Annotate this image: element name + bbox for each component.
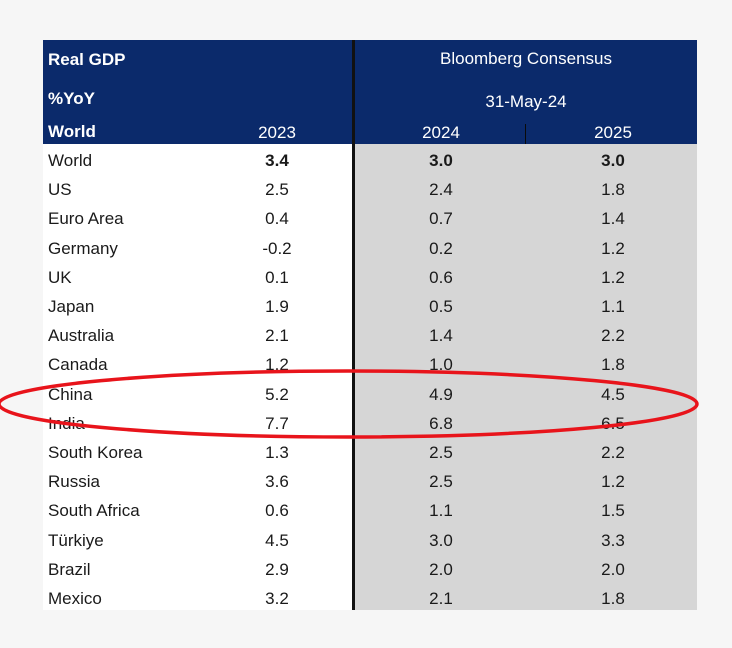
table-row: UK 0.1 0.6 1.2 bbox=[43, 263, 697, 292]
header-column-divider bbox=[525, 124, 526, 144]
row-value-2024: 2.5 bbox=[429, 472, 453, 492]
row-country: UK bbox=[48, 267, 72, 287]
row-value-2023: 1.3 bbox=[265, 443, 289, 462]
row-value-2024: 0.7 bbox=[429, 209, 453, 229]
row-value-2023: 3.2 bbox=[265, 589, 289, 608]
row-value-2023: 0.4 bbox=[265, 209, 289, 229]
row-value-2024: 4.9 bbox=[429, 384, 453, 404]
table-row: Japan 1.9 0.5 1.1 bbox=[43, 292, 697, 321]
row-country: South Africa bbox=[48, 501, 140, 521]
table-row: Germany -0.2 0.2 1.2 bbox=[43, 234, 697, 263]
row-country: Japan bbox=[48, 297, 95, 316]
row-value-2023: 1.9 bbox=[265, 297, 289, 316]
row-value-2023: 0.1 bbox=[265, 267, 289, 287]
row-country: Australia bbox=[48, 326, 115, 346]
row-value-2024: 1.4 bbox=[429, 326, 453, 346]
row-country: Canada bbox=[48, 355, 108, 375]
row-value-2025: 3.0 bbox=[601, 151, 625, 170]
row-value-2024: 6.8 bbox=[429, 413, 453, 433]
row-value-2025: 6.5 bbox=[601, 413, 625, 433]
row-value-2023: 3.4 bbox=[265, 151, 289, 170]
table-header bbox=[43, 40, 697, 144]
row-country: China bbox=[48, 384, 93, 404]
row-value-2025: 1.4 bbox=[601, 209, 625, 229]
row-value-2025: 1.5 bbox=[601, 501, 625, 521]
row-value-2025: 4.5 bbox=[601, 384, 625, 404]
row-value-2023: 5.2 bbox=[265, 384, 289, 404]
header-2023: 2023 bbox=[258, 123, 296, 142]
row-value-2023: 2.1 bbox=[265, 326, 289, 346]
row-country: US bbox=[48, 180, 72, 200]
table-row: Brazil 2.9 2.0 2.0 bbox=[43, 555, 697, 584]
row-value-2024: 1.1 bbox=[429, 501, 453, 521]
row-value-2024: 2.0 bbox=[429, 559, 453, 579]
row-value-2023: 4.5 bbox=[265, 530, 289, 550]
row-country: World bbox=[48, 151, 93, 170]
row-value-2025: 1.2 bbox=[601, 472, 625, 492]
row-value-2025: 1.2 bbox=[601, 238, 625, 258]
row-value-2024: 3.0 bbox=[429, 151, 453, 170]
row-country: Türkiye bbox=[48, 530, 104, 550]
row-value-2023: 3.6 bbox=[265, 472, 289, 492]
table-row: Euro Area 0.4 0.7 1.4 bbox=[43, 204, 697, 233]
gdp-table: Real GDP %YoY World 2023 Bloomberg Conse… bbox=[43, 40, 697, 610]
row-value-2023: -0.2 bbox=[262, 238, 292, 258]
row-value-2024: 0.2 bbox=[429, 238, 453, 258]
table-row: World 3.4 3.0 3.0 bbox=[43, 146, 697, 175]
row-value-2024: 2.5 bbox=[429, 443, 453, 462]
row-country: Brazil bbox=[48, 559, 91, 579]
table-row: Canada 1.2 1.0 1.8 bbox=[43, 350, 697, 379]
table-row: Russia 3.6 2.5 1.2 bbox=[43, 467, 697, 496]
table-row: China 5.2 4.9 4.5 bbox=[43, 380, 697, 409]
header-2024: 2024 bbox=[422, 123, 460, 142]
row-country: Euro Area bbox=[48, 209, 124, 229]
row-value-2024: 2.1 bbox=[429, 589, 453, 608]
row-value-2024: 0.5 bbox=[429, 297, 453, 316]
row-value-2024: 2.4 bbox=[429, 180, 453, 200]
table-row: Türkiye 4.5 3.0 3.3 bbox=[43, 526, 697, 555]
row-country: Russia bbox=[48, 472, 100, 492]
consensus-title: Bloomberg Consensus bbox=[440, 49, 612, 68]
consensus-divider bbox=[352, 40, 355, 610]
header-2025: 2025 bbox=[594, 123, 632, 142]
table-row: India 7.7 6.8 6.5 bbox=[43, 409, 697, 438]
consensus-date: 31-May-24 bbox=[485, 92, 567, 111]
row-country: Mexico bbox=[48, 589, 102, 608]
table-row: US 2.5 2.4 1.8 bbox=[43, 175, 697, 204]
row-value-2023: 2.9 bbox=[265, 559, 289, 579]
row-value-2025: 1.2 bbox=[601, 267, 625, 287]
row-value-2024: 3.0 bbox=[429, 530, 453, 550]
row-value-2025: 2.2 bbox=[601, 443, 625, 462]
row-value-2023: 7.7 bbox=[265, 413, 289, 433]
title-yoy: %YoY bbox=[48, 89, 95, 108]
row-country: Germany bbox=[48, 238, 118, 258]
row-value-2025: 2.2 bbox=[601, 326, 625, 346]
header-region-label: World bbox=[48, 122, 96, 141]
row-value-2025: 1.8 bbox=[601, 355, 625, 375]
row-country: South Korea bbox=[48, 443, 143, 462]
table-row: South Africa 0.6 1.1 1.5 bbox=[43, 496, 697, 525]
row-value-2023: 1.2 bbox=[265, 355, 289, 375]
row-value-2025: 1.8 bbox=[601, 180, 625, 200]
row-value-2024: 1.0 bbox=[429, 355, 453, 375]
row-value-2025: 1.8 bbox=[601, 589, 625, 608]
table-row: Mexico 3.2 2.1 1.8 bbox=[43, 584, 697, 613]
row-value-2024: 0.6 bbox=[429, 267, 453, 287]
title-real-gdp: Real GDP bbox=[48, 50, 126, 69]
row-value-2025: 2.0 bbox=[601, 559, 625, 579]
row-value-2023: 0.6 bbox=[265, 501, 289, 521]
row-value-2025: 1.1 bbox=[601, 297, 625, 316]
row-value-2023: 2.5 bbox=[265, 180, 289, 200]
table-row: South Korea 1.3 2.5 2.2 bbox=[43, 438, 697, 467]
row-value-2025: 3.3 bbox=[601, 530, 625, 550]
table-row: Australia 2.1 1.4 2.2 bbox=[43, 321, 697, 350]
row-country: India bbox=[48, 413, 85, 433]
